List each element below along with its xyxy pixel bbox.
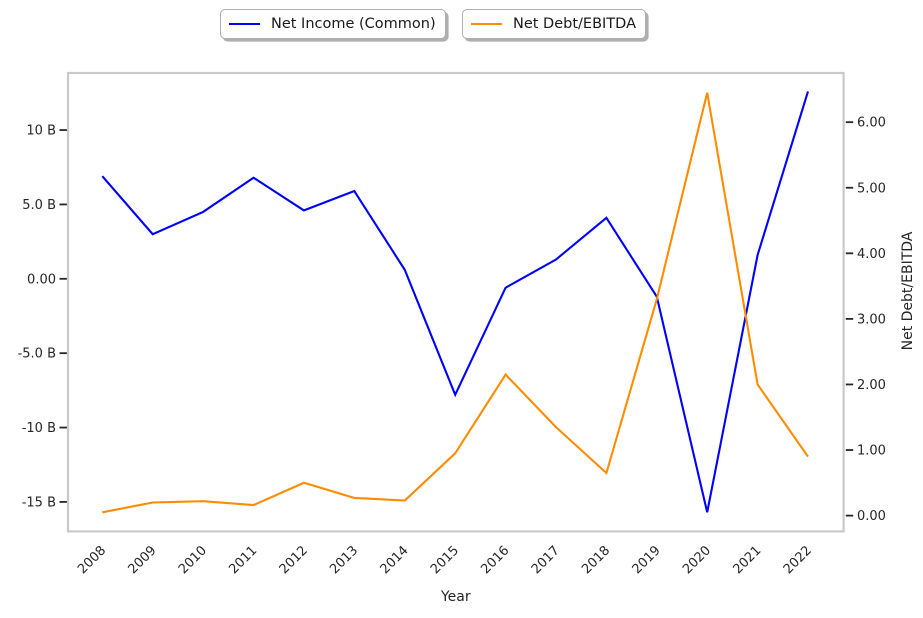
- x-tick-label: 2015: [428, 543, 462, 577]
- x-tick-label: 2010: [176, 543, 210, 577]
- right-tick-label: 5.00: [857, 181, 886, 196]
- series-line-left: [101, 91, 810, 513]
- left-tick-label: -15 B: [22, 495, 56, 510]
- left-tick-label: -5.0 B: [18, 347, 56, 362]
- legend-net-income: Net Income (Common): [220, 9, 446, 39]
- x-tick-label: 2012: [277, 543, 311, 577]
- left-tick-label: 0.00: [27, 272, 56, 287]
- x-axis-label: Year: [440, 589, 471, 605]
- left-tick-label: -10 B: [22, 421, 56, 436]
- x-tick-label: 2008: [75, 543, 109, 577]
- x-tick-label: 2011: [226, 543, 260, 577]
- x-tick-label: 2018: [579, 543, 613, 577]
- right-tick-label: 3.00: [857, 312, 886, 327]
- left-tick-label: 10 B: [26, 124, 56, 139]
- right-tick-label: 2.00: [857, 378, 886, 393]
- legend-net-debt: Net Debt/EBITDA: [462, 9, 646, 39]
- legend-label-net-debt: Net Debt/EBITDA: [513, 15, 636, 32]
- legend-line-swatch-net-income: [229, 22, 260, 26]
- x-tick-label: 2019: [630, 543, 664, 577]
- right-tick-label: 6.00: [857, 116, 886, 131]
- right-tick-label: 1.00: [857, 444, 886, 459]
- x-tick-label: 2013: [327, 543, 361, 577]
- left-tick-label: 5.0 B: [22, 198, 56, 213]
- x-tick-label: 2017: [529, 543, 563, 577]
- plot-spines: [66, 71, 845, 533]
- right-tick-label: 0.00: [857, 509, 886, 524]
- x-tick-label: 2014: [378, 543, 412, 577]
- x-tick-label: 2021: [730, 543, 764, 577]
- right-axis-label: Net Debt/EBITDA: [900, 231, 916, 350]
- x-tick-label: 2020: [680, 543, 714, 577]
- x-tick-label: 2022: [781, 543, 815, 577]
- x-tick-label: 2009: [126, 543, 160, 577]
- x-tick-label: 2016: [478, 543, 512, 577]
- series-line-right: [102, 92, 809, 514]
- legend-line-swatch-net-debt: [471, 22, 502, 26]
- legend-label-net-income: Net Income (Common): [271, 15, 436, 32]
- right-tick-label: 4.00: [857, 247, 886, 262]
